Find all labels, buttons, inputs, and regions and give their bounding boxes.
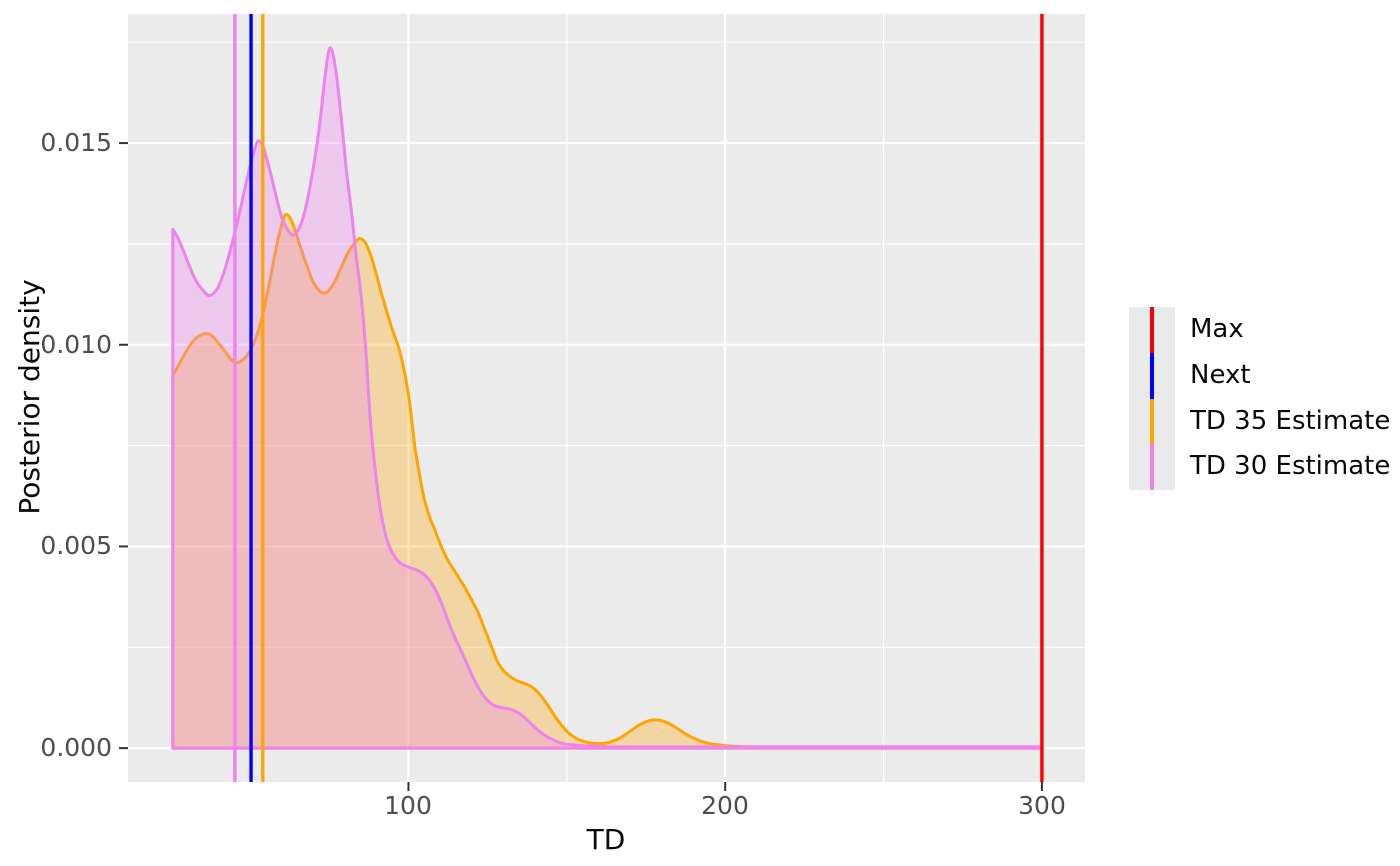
legend-key-next	[1129, 352, 1175, 399]
red-vline-swatch-icon	[1149, 307, 1155, 353]
legend-label-td30: TD 30 Estimate	[1190, 451, 1391, 482]
legend-label-td35: TD 35 Estimate	[1190, 405, 1391, 436]
blue-vline-swatch-icon	[1149, 352, 1155, 399]
x-axis-title: TD	[586, 823, 626, 856]
orange-vline-swatch-icon	[1149, 398, 1155, 445]
violet-vline-swatch-icon	[1149, 444, 1155, 490]
y-tick-label-0.015: 0.015	[40, 128, 112, 157]
y-tick-label-0.005: 0.005	[40, 531, 112, 560]
legend-label-max: Max	[1190, 314, 1244, 344]
legend-key-td35	[1129, 398, 1175, 445]
legend: Max Next TD 35 Estimate TD 30 Estimate	[1129, 307, 1390, 490]
y-tick-label-0.010: 0.010	[40, 330, 112, 359]
x-tick-label-300: 300	[1018, 791, 1066, 820]
legend-label-next: Next	[1190, 359, 1251, 390]
legend-key-max	[1129, 307, 1175, 353]
y-tick-label-0.000: 0.000	[40, 733, 112, 762]
legend-entry-max: Max	[1129, 307, 1390, 353]
legend-entry-next: Next	[1129, 352, 1390, 399]
x-tick-label-100: 100	[384, 791, 432, 820]
legend-entry-td35: TD 35 Estimate	[1129, 398, 1391, 445]
legend-key-td30	[1129, 444, 1175, 490]
legend-entry-td30: TD 30 Estimate	[1129, 444, 1390, 490]
x-tick-label-200: 200	[701, 791, 749, 820]
